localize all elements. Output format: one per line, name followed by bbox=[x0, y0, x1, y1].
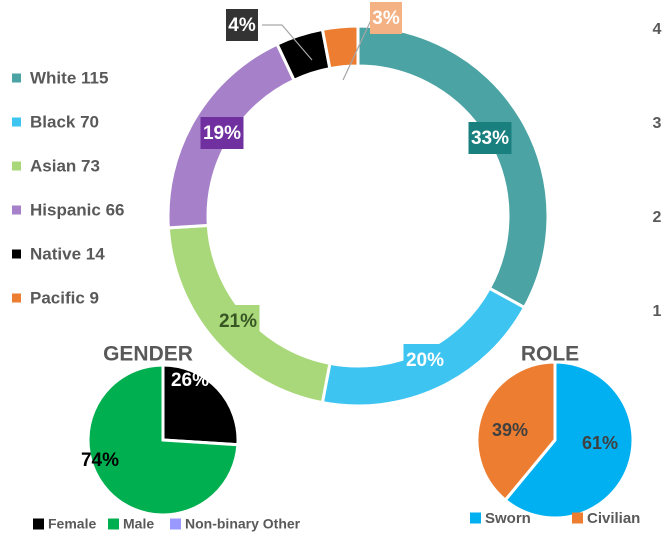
legend-swatch bbox=[33, 518, 44, 530]
legend-label: Native 14 bbox=[30, 244, 105, 263]
y-tick-label: 3 bbox=[653, 115, 662, 132]
data-label: 61% bbox=[582, 433, 618, 453]
legend-swatch bbox=[12, 249, 21, 259]
chart-title: ROLE bbox=[521, 343, 579, 366]
slice bbox=[356, 24, 550, 310]
legend-label: Female bbox=[48, 516, 96, 532]
label-box bbox=[216, 305, 260, 337]
legend-swatch bbox=[12, 117, 21, 127]
leader-line bbox=[262, 24, 313, 61]
data-label: 39% bbox=[492, 420, 528, 440]
y-tick-label: 2 bbox=[653, 209, 662, 226]
legend-swatch bbox=[12, 161, 21, 171]
label-box bbox=[200, 117, 244, 149]
slice bbox=[161, 363, 240, 447]
legend-label: Pacific 9 bbox=[30, 288, 99, 307]
legend-swatch bbox=[108, 518, 119, 530]
data-label: 20% bbox=[406, 350, 444, 371]
y-tick-label: 4 bbox=[653, 21, 662, 38]
legend-label: Hispanic 66 bbox=[30, 200, 125, 219]
legend-swatch bbox=[12, 73, 21, 83]
y-tick-label: 1 bbox=[653, 303, 662, 320]
legend-swatch bbox=[572, 512, 583, 524]
label-box bbox=[468, 122, 512, 154]
leader-line bbox=[342, 17, 373, 81]
legend-label: Sworn bbox=[485, 510, 531, 527]
data-label: 3% bbox=[372, 8, 400, 29]
legend-label: Civilian bbox=[587, 510, 640, 527]
slice bbox=[86, 363, 240, 517]
data-label: 74% bbox=[81, 450, 119, 471]
legend-label: White 115 bbox=[30, 68, 108, 87]
data-label: 33% bbox=[471, 128, 509, 149]
legend-swatch bbox=[12, 205, 21, 215]
data-label: 26% bbox=[171, 370, 209, 391]
legend-swatch bbox=[12, 293, 21, 303]
label-box bbox=[370, 2, 402, 34]
label-box bbox=[403, 344, 447, 376]
legend-swatch bbox=[170, 518, 181, 530]
legend-label: Black 70 bbox=[30, 112, 99, 131]
data-label: 21% bbox=[219, 311, 257, 332]
legend-label: Asian 73 bbox=[30, 156, 100, 175]
slice bbox=[320, 24, 360, 71]
label-box bbox=[226, 9, 258, 41]
slice bbox=[475, 360, 557, 503]
slice bbox=[503, 360, 635, 520]
legend-swatch bbox=[470, 512, 481, 524]
data-label: 4% bbox=[228, 15, 256, 36]
data-label: 19% bbox=[203, 123, 241, 144]
legend-label: Non-binary Other bbox=[185, 516, 301, 532]
legend-label: Male bbox=[123, 516, 154, 532]
chart-title: GENDER bbox=[103, 343, 193, 366]
